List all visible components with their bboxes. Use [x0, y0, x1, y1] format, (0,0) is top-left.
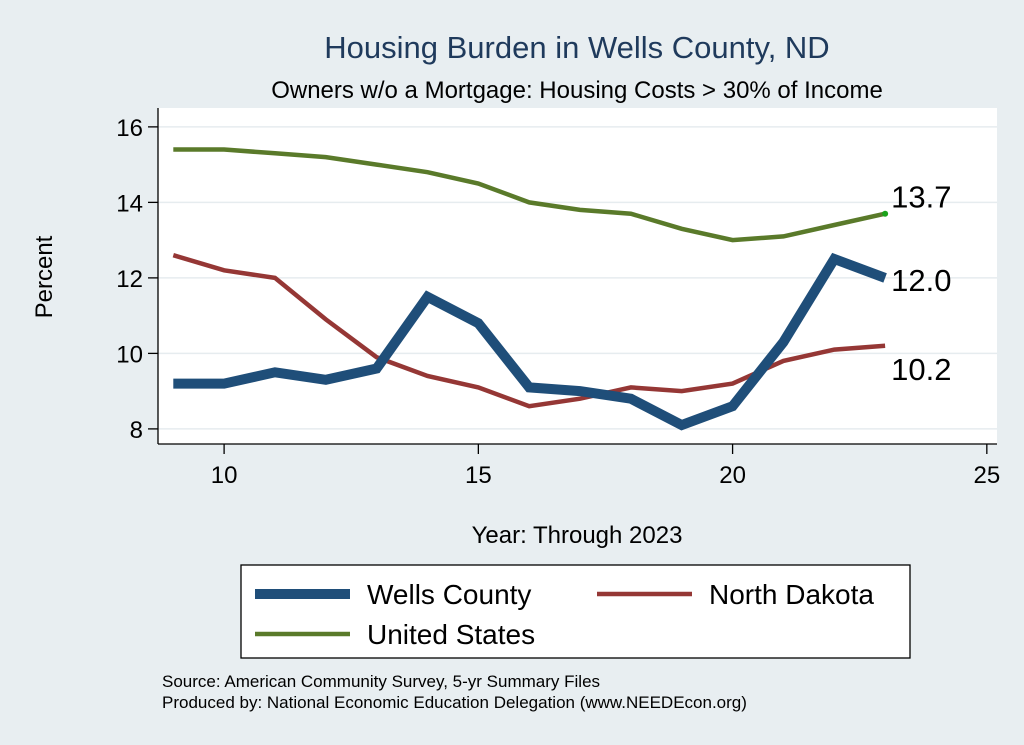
y-tick-label-14: 14	[116, 190, 143, 217]
chart-subtitle: Owners w/o a Mortgage: Housing Costs > 3…	[271, 77, 883, 104]
y-tick-label-8: 8	[130, 417, 143, 444]
series-line-wells-county	[173, 252, 887, 431]
producer-note: Produced by: National Economic Education…	[162, 693, 747, 712]
chart-title: Housing Burden in Wells County, ND	[324, 30, 829, 65]
x-tick-label-25: 25	[973, 462, 1000, 489]
series-layer	[172, 147, 887, 431]
legend-label-north-dakota: North Dakota	[709, 579, 874, 610]
y-tick-label-16: 16	[116, 115, 143, 142]
x-tick-label-15: 15	[465, 462, 492, 489]
grid	[158, 126, 997, 430]
end-point-united-states	[882, 210, 889, 217]
legend: Wells County North Dakota United States	[255, 579, 874, 650]
end-labels: 12.0 10.2 13.7	[882, 180, 951, 387]
legend-label-united-states: United States	[367, 619, 535, 650]
end-label-north-dakota: 10.2	[891, 352, 951, 387]
end-label-united-states: 13.7	[891, 180, 951, 215]
end-label-wells-county: 12.0	[891, 263, 951, 298]
series-line-united-states	[173, 147, 886, 243]
source-note: Source: American Community Survey, 5-yr …	[162, 672, 600, 691]
x-tick-label-10: 10	[211, 462, 238, 489]
axes: 8 10 12 14 16 10 15 20 25	[116, 108, 1000, 489]
x-tick-label-20: 20	[719, 462, 746, 489]
y-tick-label-10: 10	[116, 341, 143, 368]
legend-box	[240, 564, 911, 659]
legend-label-wells-county: Wells County	[367, 579, 531, 610]
y-axis-label: Percent	[31, 235, 58, 318]
x-axis-label: Year: Through 2023	[472, 522, 683, 549]
y-tick-label-12: 12	[116, 266, 143, 293]
